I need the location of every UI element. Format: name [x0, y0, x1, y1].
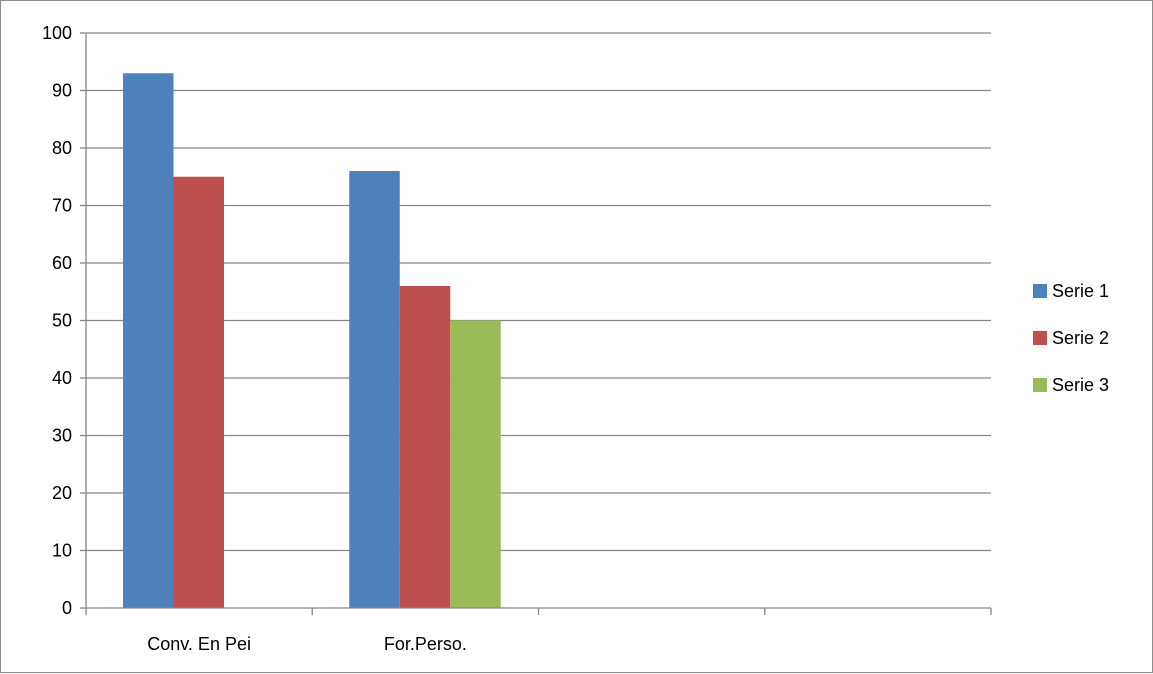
bar-serie-2-1: [173, 176, 224, 608]
y-tick-label: 20: [52, 483, 72, 503]
x-category-label: Conv. En Pei: [147, 634, 251, 654]
legend-entry: Serie 2: [1033, 328, 1109, 348]
legend-swatch: [1033, 378, 1047, 392]
legend-swatch: [1033, 331, 1047, 345]
legend-entry: Serie 3: [1033, 375, 1109, 395]
x-category-labels: Conv. En Pei For.Perso.: [147, 634, 467, 654]
legend: Serie 1 Serie 2 Serie 3: [1033, 281, 1109, 395]
y-tick-label: 30: [52, 426, 72, 446]
y-tick-label: 100: [42, 23, 72, 43]
legend-label: Serie 3: [1052, 375, 1109, 395]
y-tick-label: 60: [52, 253, 72, 273]
y-tick-labels: 0 10 20 30 40 50 60 70 80 90 100: [42, 23, 72, 618]
legend-label: Serie 2: [1052, 328, 1109, 348]
y-tick-label: 80: [52, 138, 72, 158]
axes: [80, 32, 992, 615]
y-tick-label: 40: [52, 368, 72, 388]
y-tick-label: 0: [62, 598, 72, 618]
gridlines: [86, 32, 991, 552]
legend-swatch: [1033, 284, 1047, 298]
x-category-label: For.Perso.: [384, 634, 467, 654]
bar-serie-1-2: [349, 171, 400, 608]
y-tick-label: 70: [52, 196, 72, 216]
bars: [123, 73, 501, 608]
legend-label: Serie 1: [1052, 281, 1109, 301]
y-tick-label: 50: [52, 311, 72, 331]
y-tick-label: 90: [52, 81, 72, 101]
y-tick-label: 10: [52, 541, 72, 561]
bar-serie-2-2: [399, 286, 451, 608]
bar-serie-1-1: [123, 73, 174, 608]
legend-entry: Serie 1: [1033, 281, 1109, 301]
bar-serie-3-2: [450, 320, 501, 608]
